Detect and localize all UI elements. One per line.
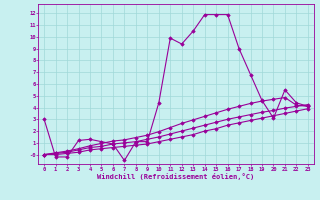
X-axis label: Windchill (Refroidissement éolien,°C): Windchill (Refroidissement éolien,°C) (97, 173, 255, 180)
